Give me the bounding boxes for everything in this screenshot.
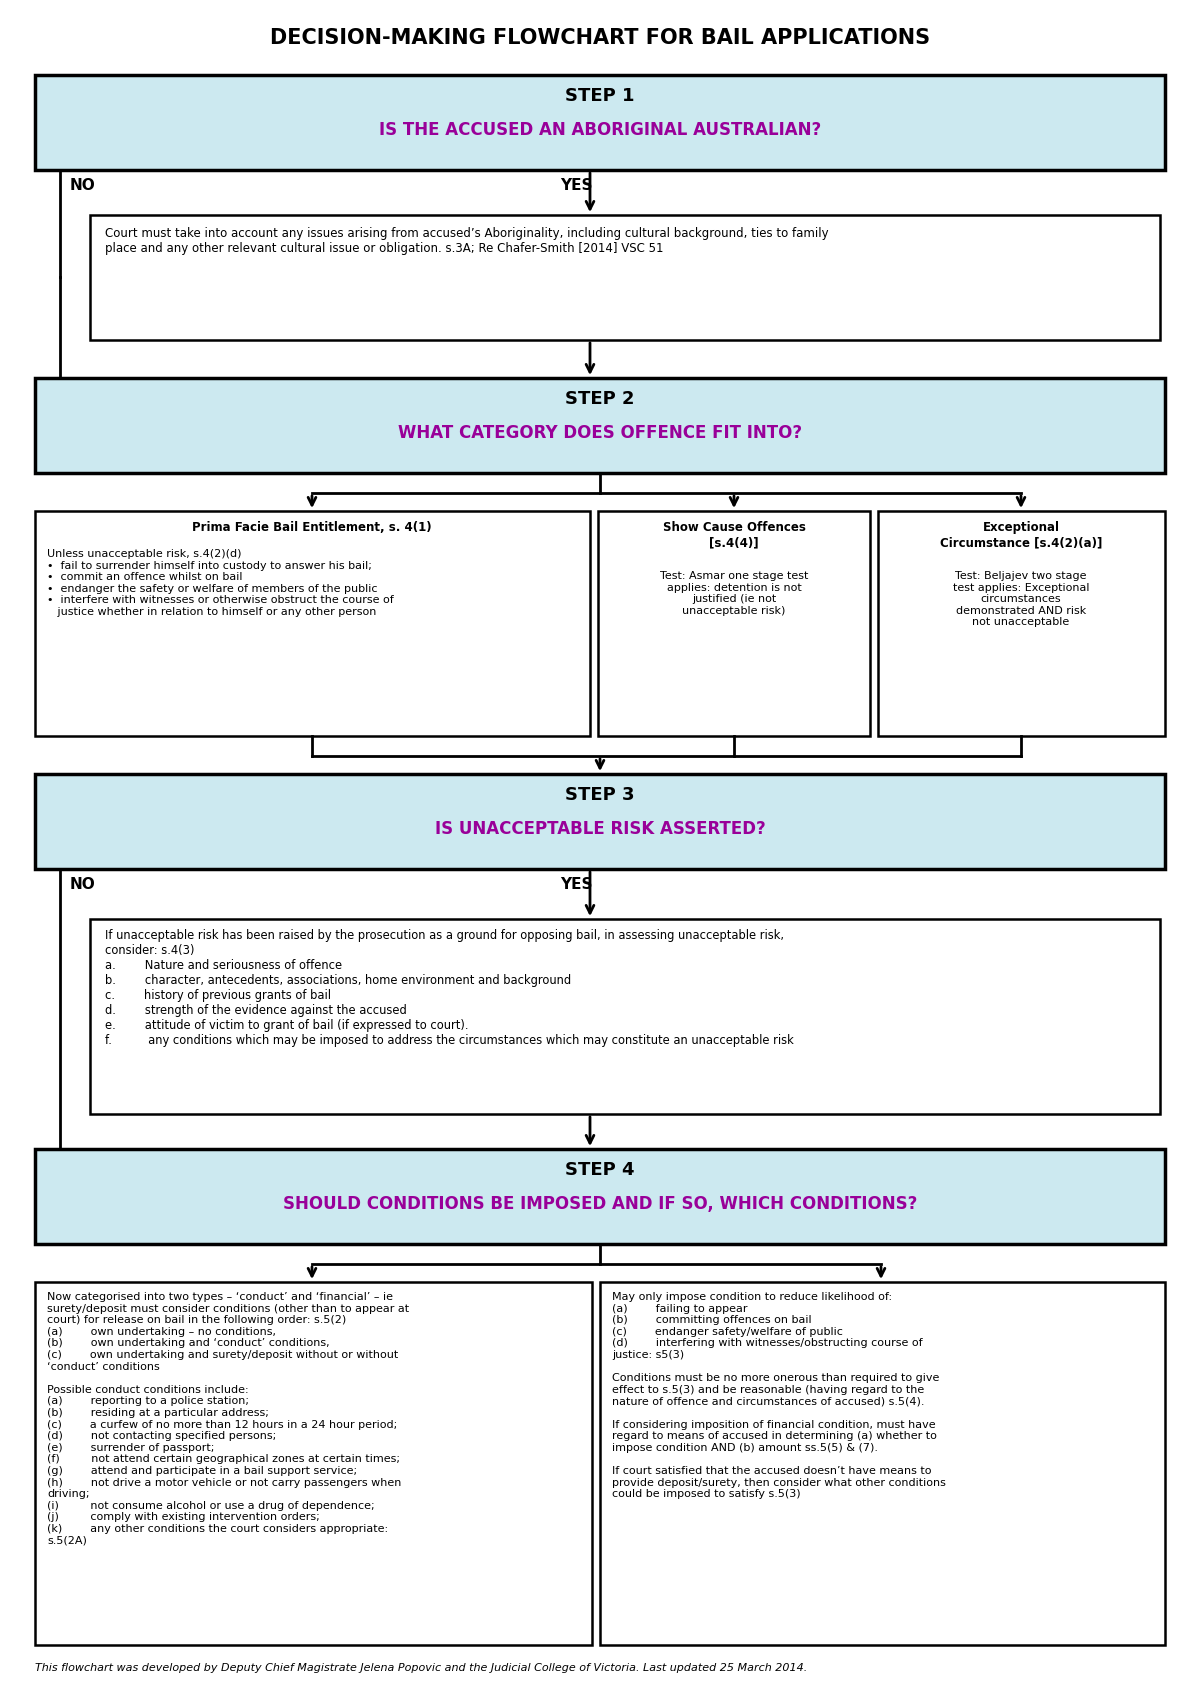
Text: YES: YES: [560, 178, 593, 194]
Text: Prima Facie Bail Entitlement, s. 4(1): Prima Facie Bail Entitlement, s. 4(1): [192, 521, 432, 533]
Text: This flowchart was developed by Deputy Chief Magistrate Jelena Popovic and the J: This flowchart was developed by Deputy C…: [35, 1662, 808, 1673]
Text: IS UNACCEPTABLE RISK ASSERTED?: IS UNACCEPTABLE RISK ASSERTED?: [434, 820, 766, 839]
Bar: [35, 1282, 592, 1645]
Bar: [598, 511, 870, 735]
Text: Test: Beljajev two stage
test applies: Exceptional
circumstances
demonstrated AN: Test: Beljajev two stage test applies: E…: [953, 571, 1090, 627]
Text: IS THE ACCUSED AN ABORIGINAL AUSTRALIAN?: IS THE ACCUSED AN ABORIGINAL AUSTRALIAN?: [379, 121, 821, 139]
Text: STEP 2: STEP 2: [565, 391, 635, 408]
Text: Test: Asmar one stage test
applies: detention is not
justified (ie not
unaccepta: Test: Asmar one stage test applies: dete…: [660, 571, 808, 616]
Bar: [35, 1150, 1165, 1245]
Text: If unacceptable risk has been raised by the prosecution as a ground for opposing: If unacceptable risk has been raised by …: [106, 929, 793, 1048]
Text: DECISION-MAKING FLOWCHART FOR BAIL APPLICATIONS: DECISION-MAKING FLOWCHART FOR BAIL APPLI…: [270, 27, 930, 48]
Bar: [35, 379, 1165, 474]
Text: STEP 1: STEP 1: [565, 87, 635, 105]
Text: STEP 3: STEP 3: [565, 786, 635, 803]
Text: NO: NO: [70, 876, 96, 891]
Text: May only impose condition to reduce likelihood of:
(a)        failing to appear
: May only impose condition to reduce like…: [612, 1292, 946, 1499]
Text: Exceptional
Circumstance [s.4(2)(a)]: Exceptional Circumstance [s.4(2)(a)]: [940, 521, 1102, 548]
Bar: [35, 511, 590, 735]
Bar: [90, 216, 1160, 340]
Text: Court must take into account any issues arising from accused’s Aboriginality, in: Court must take into account any issues …: [106, 228, 829, 255]
Bar: [878, 511, 1165, 735]
Text: WHAT CATEGORY DOES OFFENCE FIT INTO?: WHAT CATEGORY DOES OFFENCE FIT INTO?: [398, 424, 802, 441]
Bar: [35, 774, 1165, 869]
Bar: [35, 75, 1165, 170]
Text: STEP 4: STEP 4: [565, 1161, 635, 1178]
Bar: [600, 1282, 1165, 1645]
Text: SHOULD CONDITIONS BE IMPOSED AND IF SO, WHICH CONDITIONS?: SHOULD CONDITIONS BE IMPOSED AND IF SO, …: [283, 1195, 917, 1212]
Text: YES: YES: [560, 876, 593, 891]
Text: Now categorised into two types – ‘conduct’ and ‘financial’ – ie
surety/deposit m: Now categorised into two types – ‘conduc…: [47, 1292, 409, 1545]
Bar: [90, 919, 1160, 1114]
Text: NO: NO: [70, 178, 96, 194]
Text: Unless unacceptable risk, s.4(2)(d)
•  fail to surrender himself into custody to: Unless unacceptable risk, s.4(2)(d) • fa…: [47, 548, 394, 616]
Text: Show Cause Offences
[s.4(4)]: Show Cause Offences [s.4(4)]: [662, 521, 805, 548]
